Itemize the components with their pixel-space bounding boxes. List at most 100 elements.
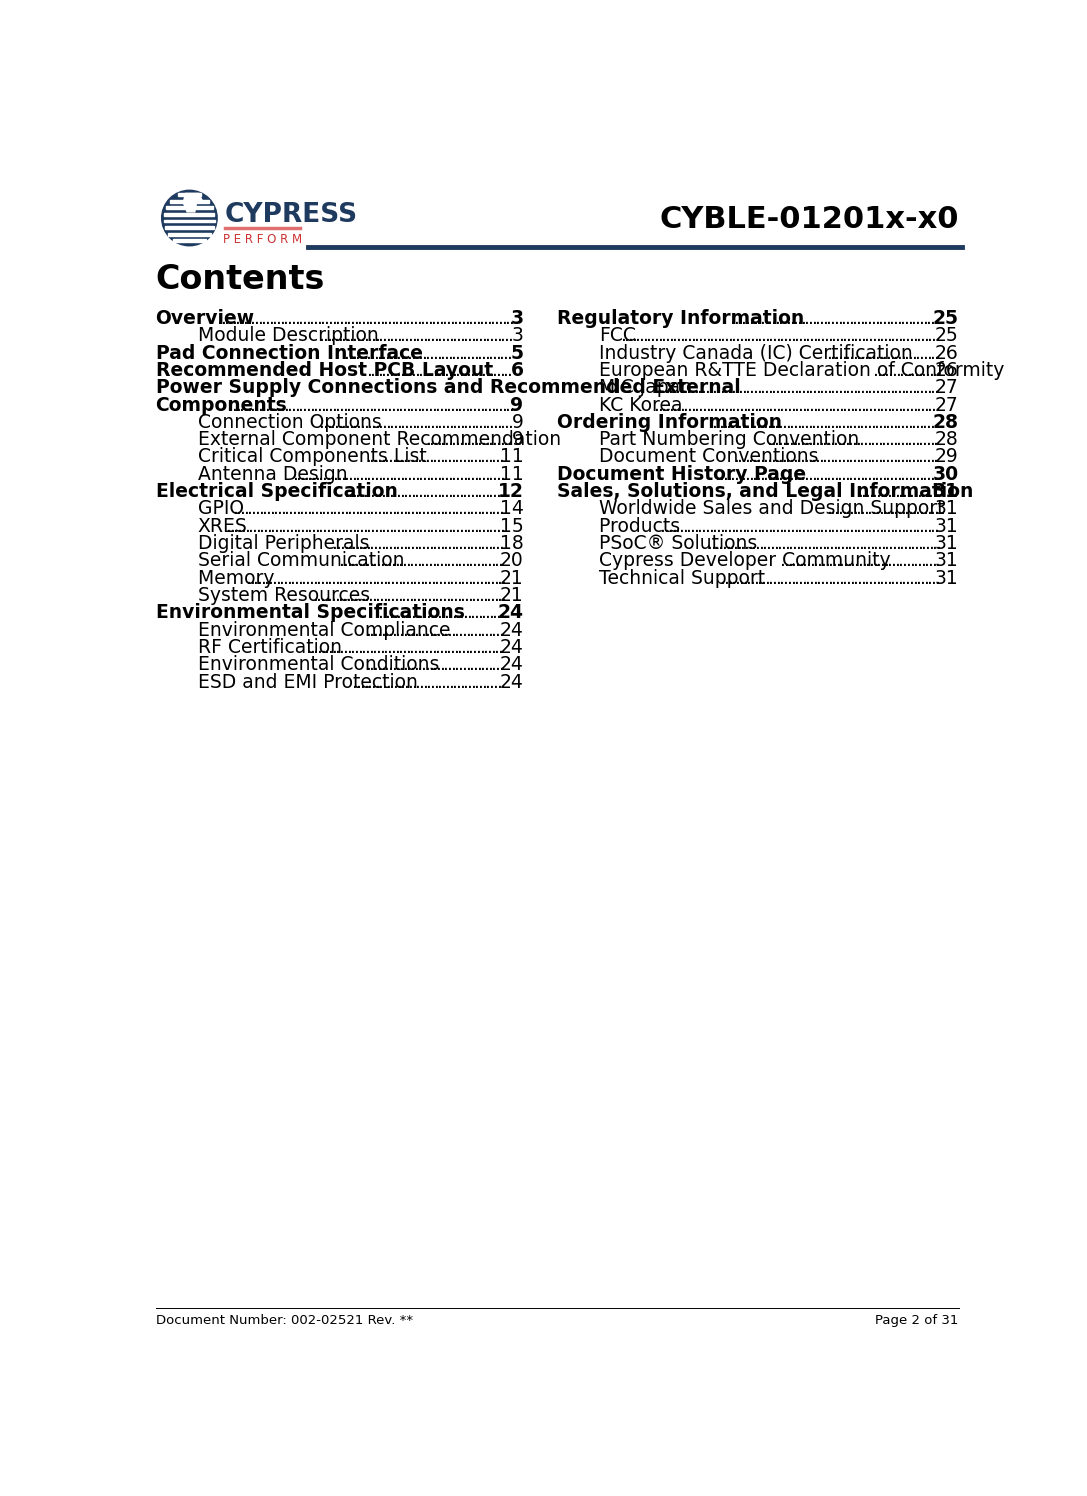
Text: .: . (428, 447, 435, 467)
Text: .: . (874, 447, 880, 467)
Text: .: . (338, 326, 343, 346)
Text: .: . (273, 395, 278, 414)
Text: .: . (368, 568, 374, 588)
Text: .: . (380, 447, 386, 467)
Text: .: . (775, 465, 780, 483)
Text: .: . (403, 361, 410, 380)
Text: .: . (416, 586, 422, 604)
Text: .: . (934, 447, 939, 467)
Text: .: . (908, 431, 913, 449)
Text: .: . (336, 534, 342, 554)
Text: .: . (741, 413, 747, 432)
Text: .: . (829, 534, 835, 554)
Text: .: . (411, 482, 416, 501)
Text: .: . (704, 516, 711, 536)
Text: .: . (348, 482, 353, 501)
Text: .: . (820, 378, 825, 396)
Text: .: . (382, 673, 388, 691)
Text: .: . (359, 344, 365, 362)
Text: 24: 24 (500, 621, 524, 640)
Text: .: . (783, 326, 789, 346)
Text: PSoC® Solutions: PSoC® Solutions (599, 534, 763, 554)
Text: .: . (496, 361, 502, 380)
Text: .: . (478, 673, 484, 691)
Text: .: . (389, 361, 395, 380)
Text: .: . (851, 534, 857, 554)
Text: .: . (850, 326, 855, 346)
Text: .: . (268, 308, 275, 328)
Text: System Resources: System Resources (198, 586, 376, 604)
Text: .: . (380, 534, 386, 554)
Text: .: . (437, 326, 443, 346)
Text: .: . (396, 534, 401, 554)
Text: .: . (374, 482, 379, 501)
Text: .: . (871, 431, 876, 449)
Text: .: . (371, 326, 377, 346)
Text: .: . (261, 568, 266, 588)
Text: .: . (915, 344, 922, 362)
Text: .: . (745, 413, 751, 432)
Text: .: . (436, 447, 441, 467)
Text: .: . (923, 344, 928, 362)
Text: .: . (880, 361, 887, 380)
Text: .: . (421, 447, 427, 467)
Text: .: . (809, 378, 814, 396)
Text: .: . (857, 326, 863, 346)
Text: .: . (454, 621, 460, 640)
Text: .: . (354, 500, 361, 519)
Text: .: . (684, 395, 689, 414)
Text: .: . (810, 552, 815, 570)
Text: .: . (892, 431, 899, 449)
Text: .: . (482, 516, 487, 536)
Text: .: . (361, 552, 367, 570)
Text: .: . (767, 431, 773, 449)
Text: .: . (776, 568, 782, 588)
Text: .: . (922, 447, 928, 467)
Text: .: . (852, 378, 859, 396)
Text: .: . (443, 447, 449, 467)
Text: .: . (391, 655, 398, 675)
Text: .: . (336, 395, 341, 414)
Text: .: . (413, 395, 418, 414)
Text: .: . (462, 482, 468, 501)
Text: .: . (445, 326, 451, 346)
Text: .: . (776, 326, 782, 346)
Text: .: . (833, 534, 838, 554)
Text: .: . (832, 568, 837, 588)
Text: .: . (375, 673, 380, 691)
Text: .: . (878, 516, 885, 536)
Text: .: . (300, 465, 305, 483)
Text: .: . (482, 673, 488, 691)
Text: .: . (372, 586, 377, 604)
Text: 24: 24 (500, 673, 524, 691)
Text: .: . (451, 431, 458, 449)
Text: .: . (886, 344, 891, 362)
Text: .: . (862, 534, 869, 554)
Text: .: . (775, 308, 780, 328)
Text: .: . (724, 568, 729, 588)
Text: .: . (901, 344, 907, 362)
Text: .: . (240, 500, 246, 519)
Text: .: . (863, 465, 870, 483)
Text: .: . (698, 395, 704, 414)
Text: .: . (342, 395, 349, 414)
Text: .: . (407, 500, 412, 519)
Text: .: . (900, 413, 905, 432)
Text: .: . (790, 516, 796, 536)
Text: .: . (838, 378, 844, 396)
Text: .: . (909, 395, 915, 414)
Text: .: . (679, 378, 685, 396)
Text: .: . (892, 413, 899, 432)
Text: .: . (303, 500, 309, 519)
Text: .: . (382, 344, 387, 362)
Text: .: . (449, 568, 455, 588)
Text: .: . (882, 465, 888, 483)
Text: .: . (760, 465, 765, 483)
Text: .: . (403, 465, 410, 483)
Text: .: . (885, 431, 891, 449)
Text: .: . (320, 568, 326, 588)
Text: Environmental Specifications: Environmental Specifications (155, 603, 471, 622)
Text: .: . (350, 568, 355, 588)
Text: .: . (389, 326, 396, 346)
Text: .: . (399, 500, 404, 519)
